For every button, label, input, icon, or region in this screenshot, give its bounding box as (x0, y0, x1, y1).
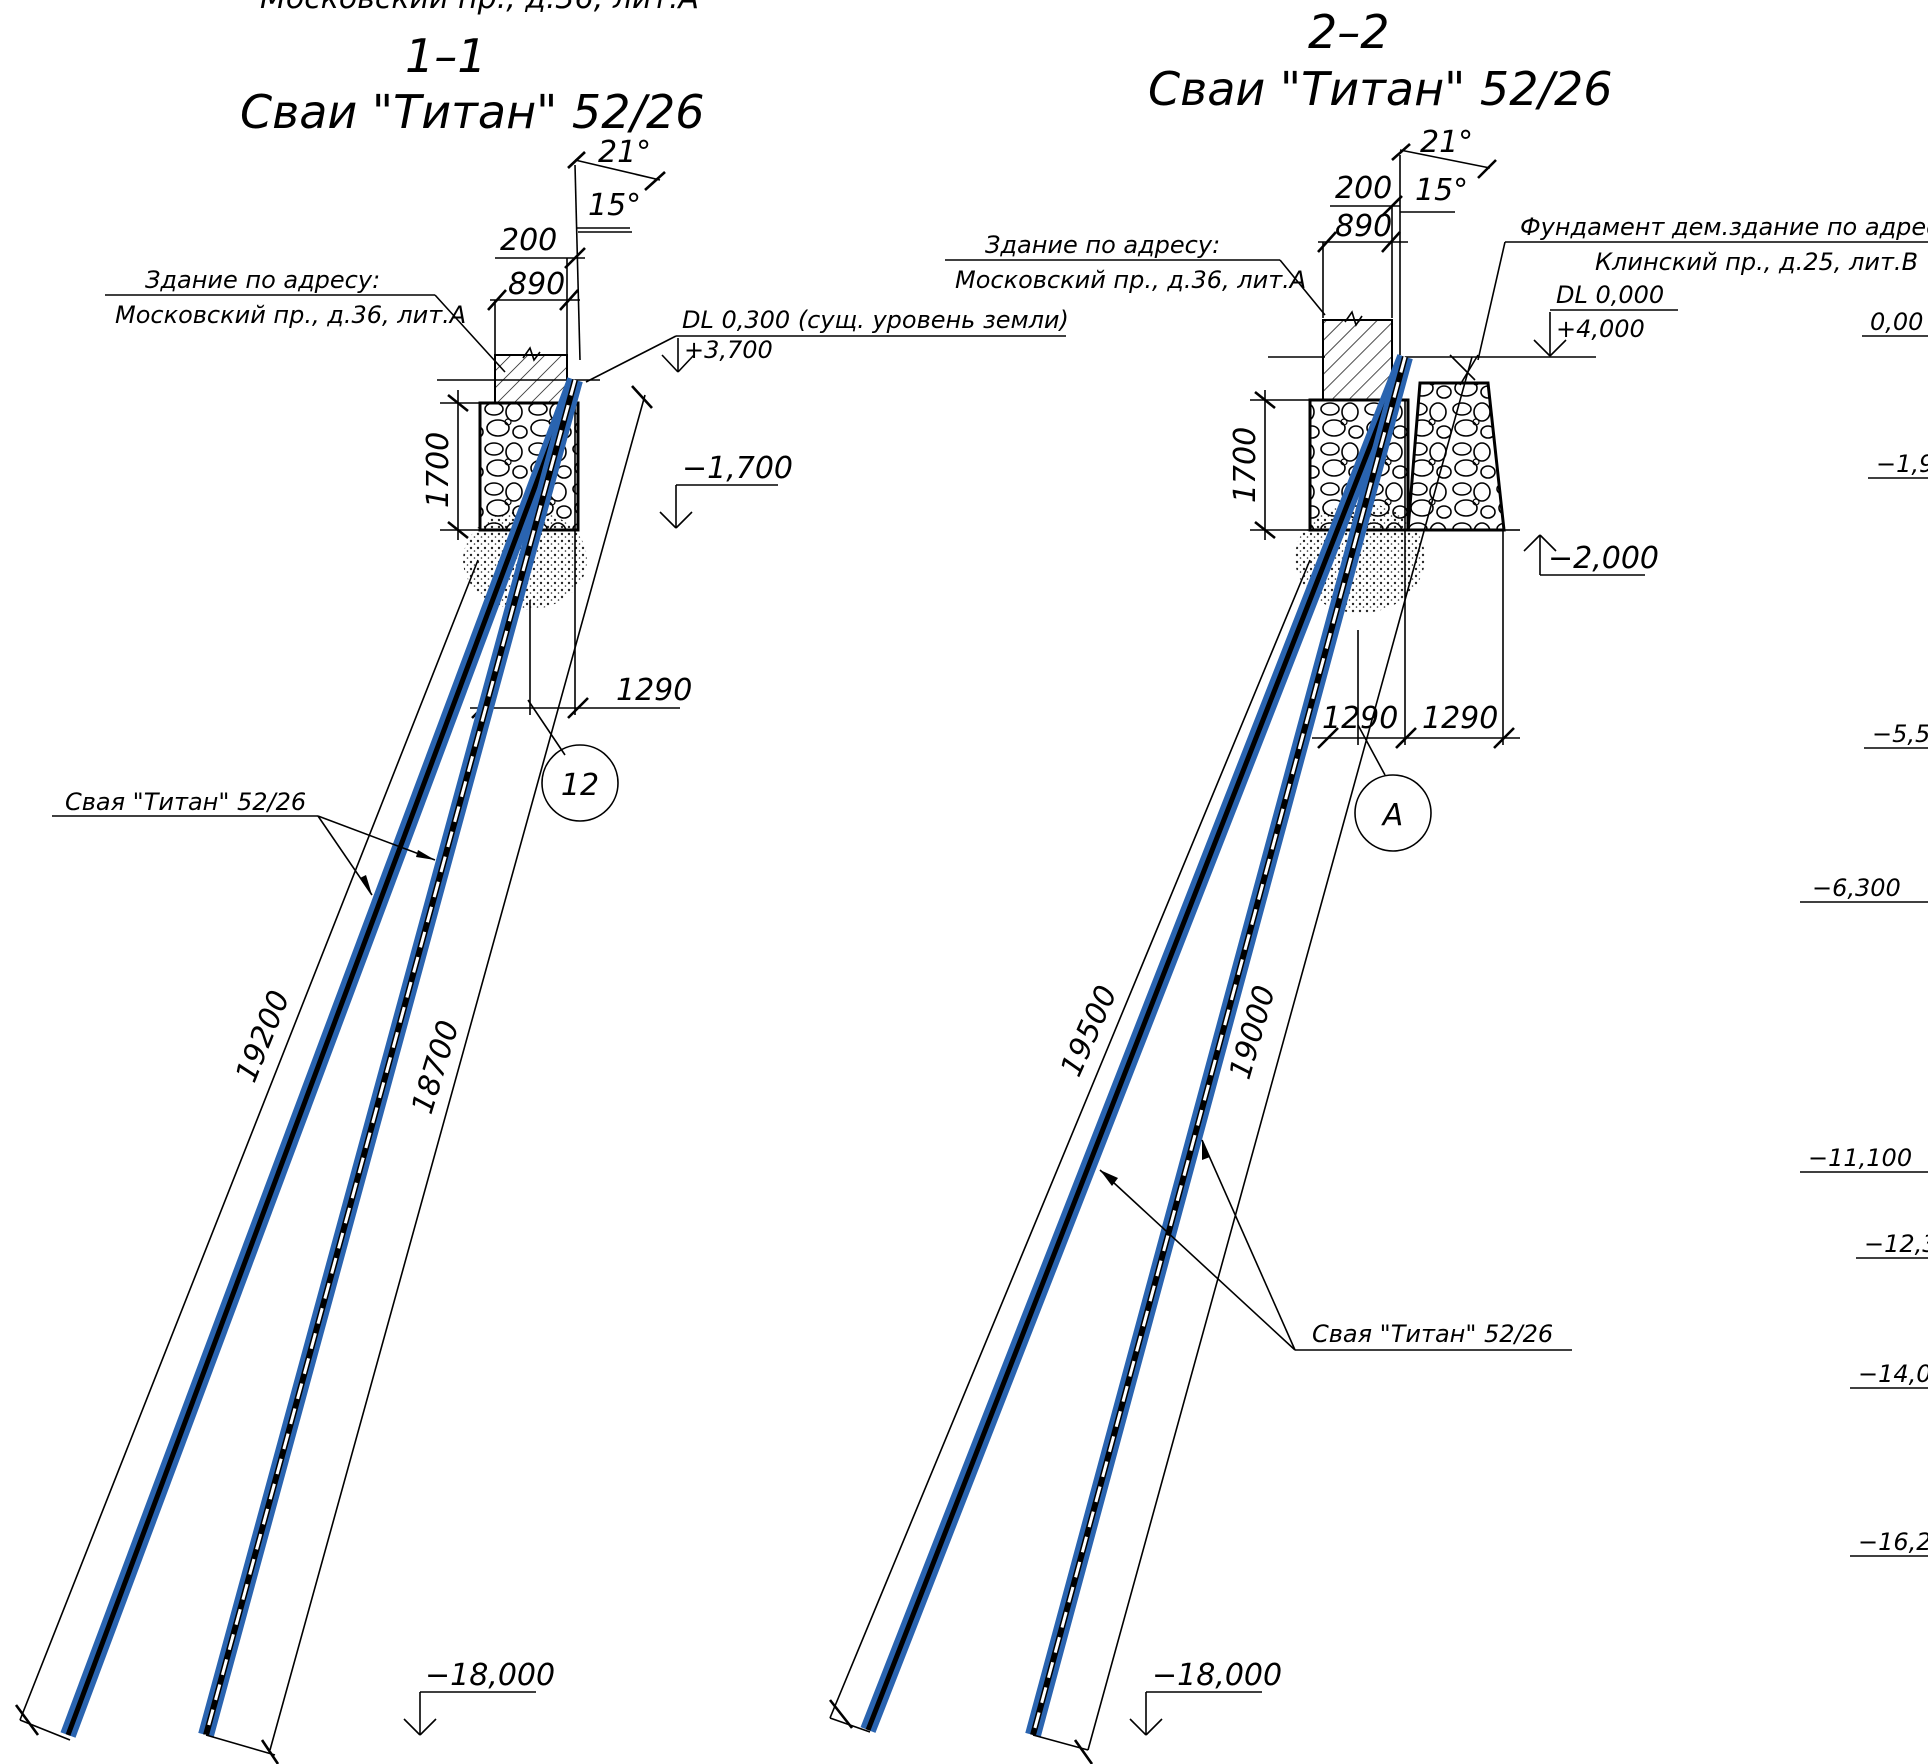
section-1-subtitle: Сваи "Титан" 52/26 (240, 85, 705, 139)
section-2-2: 2–2 Сваи "Титан" 52/26 Здание по адресу:… (828, 5, 1928, 1764)
section-1-building-label-1: Здание по адресу: (145, 266, 380, 294)
section-2-building-callout: Здание по адресу: Московский пр., д.36, … (945, 231, 1326, 316)
section-1-node-label: 12 (561, 768, 599, 803)
section-1-building-label-2: Московский пр., д.36, лит.А (115, 301, 466, 329)
section-1-dl-text: DL 0,300 (сущ. уровень земли) (682, 306, 1069, 334)
section-1-dim-19200: 19200 (229, 986, 297, 1088)
section-2-foundation-label-1: Фундамент дем.здание по адресу: (1520, 213, 1928, 241)
section-1-angle-21: 21° (598, 135, 651, 170)
section-1-level-bottom: −18,000 (425, 1658, 555, 1693)
section-1-level-minus-1700: −1,700 (682, 451, 793, 486)
section-2-dim-1700-group: 1700 (1228, 390, 1310, 540)
section-2-level-minus-2000: −2,000 (1548, 541, 1659, 576)
section-1-level-plus: +3,700 (684, 336, 773, 364)
section-2-node-label: А (1381, 798, 1404, 833)
header-address-text: Московский пр., д.36, лит.А (260, 0, 699, 16)
section-1-dim-18700: 18700 (405, 1016, 466, 1118)
right-level-4: −11,100 (1808, 1144, 1912, 1172)
section-2-level-bottom: −18,000 (1152, 1658, 1282, 1693)
section-2-angle-dims: 21° 15° (1391, 125, 1497, 355)
right-level-0: 0,00 (1870, 308, 1923, 336)
section-2-dim-1700: 1700 (1228, 427, 1263, 503)
section-2-rubble-footing-right (1406, 381, 1506, 532)
section-2-level-2000-group: −2,000 (1504, 529, 1659, 576)
section-2-foundation-label-2: Клинский пр., д.25, лит.В (1595, 248, 1918, 276)
section-2-building-label-1: Здание по адресу: (985, 231, 1220, 259)
section-1-pile-left (60, 377, 583, 1738)
section-2-dl-label: DL 0,000 +4,000 (1405, 281, 1678, 358)
section-1-dl-label: DL 0,300 (сущ. уровень земли) +3,700 (585, 306, 1069, 383)
section-1-pile-callout: Свая "Титан" 52/26 (52, 788, 436, 896)
section-2-angle-21: 21° (1420, 125, 1473, 160)
section-2-dim-200: 200 (1335, 171, 1392, 206)
right-level-5: −12,30 (1864, 1230, 1928, 1258)
section-2-level-bottom-group: −18,000 (1129, 1658, 1282, 1736)
section-2-wall (1322, 319, 1393, 401)
section-1-title: 1–1 (405, 29, 487, 83)
section-2-pile-callout: Свая "Титан" 52/26 (1099, 1139, 1572, 1351)
section-2-dim-1290-group: 1290 1290 (1312, 400, 1520, 749)
section-2-grout-bulb (1295, 503, 1425, 613)
section-1-building-callout: Здание по адресу: Московский пр., д.36, … (105, 266, 506, 373)
section-1-dim-890: 890 (508, 267, 565, 302)
section-1-dim-200: 200 (500, 223, 557, 258)
section-2-dim-1290-a: 1290 (1322, 701, 1398, 736)
section-1-dim-1700: 1700 (421, 432, 456, 508)
section-2-node-a: А (1354, 724, 1432, 852)
section-1-1: 1–1 Сваи "Титан" 52/26 Здание по адресу:… (14, 29, 1069, 1764)
section-1-wall (494, 354, 568, 404)
section-2-dl-text: DL 0,000 (1556, 281, 1664, 309)
right-level-scale: 0,00 −1,90 −5,50 −6,300 −11,100 −12,30 −… (1800, 308, 1928, 1557)
section-1-top-dims: 200 890 (487, 223, 586, 355)
right-level-7: −16,20 (1858, 1528, 1928, 1556)
right-level-1: −1,90 (1876, 450, 1928, 478)
section-2-pile-left (860, 354, 1413, 1733)
section-1-pile-label: Свая "Титан" 52/26 (65, 788, 306, 816)
section-1-dim-1700-group: 1700 (421, 390, 480, 540)
section-2-subtitle: Сваи "Титан" 52/26 (1148, 62, 1613, 116)
right-level-2: −5,50 (1872, 720, 1928, 748)
section-2-pile-right (1025, 354, 1413, 1738)
section-2-dim-1290-b: 1290 (1422, 701, 1498, 736)
section-1-angle-15: 15° (588, 188, 641, 223)
section-2-foundation-callout: Фундамент дем.здание по адресу: Клинский… (1477, 213, 1928, 361)
section-2-title: 2–2 (1308, 5, 1390, 59)
section-1-node-12: 12 (527, 699, 619, 822)
right-level-3: −6,300 (1812, 874, 1901, 902)
section-1-level-bottom-group: −18,000 (403, 1658, 555, 1736)
section-2-angle-15: 15° (1415, 173, 1468, 208)
section-2-dim-890: 890 (1335, 209, 1392, 244)
section-2-pile-label: Свая "Титан" 52/26 (1312, 1320, 1553, 1348)
section-1-level-1700-group: −1,700 (659, 451, 793, 529)
section-1-pile-right (198, 377, 583, 1738)
section-2-building-label-2: Московский пр., д.36, лит.А (955, 266, 1306, 294)
right-level-6: −14,00 (1858, 1360, 1928, 1388)
section-2-top-dims: 200 890 (1317, 171, 1408, 318)
section-1-dim-1290: 1290 (616, 673, 692, 708)
section-1-angle-dims: 21° 15° (567, 135, 666, 361)
section-2-level-plus: +4,000 (1556, 315, 1645, 343)
